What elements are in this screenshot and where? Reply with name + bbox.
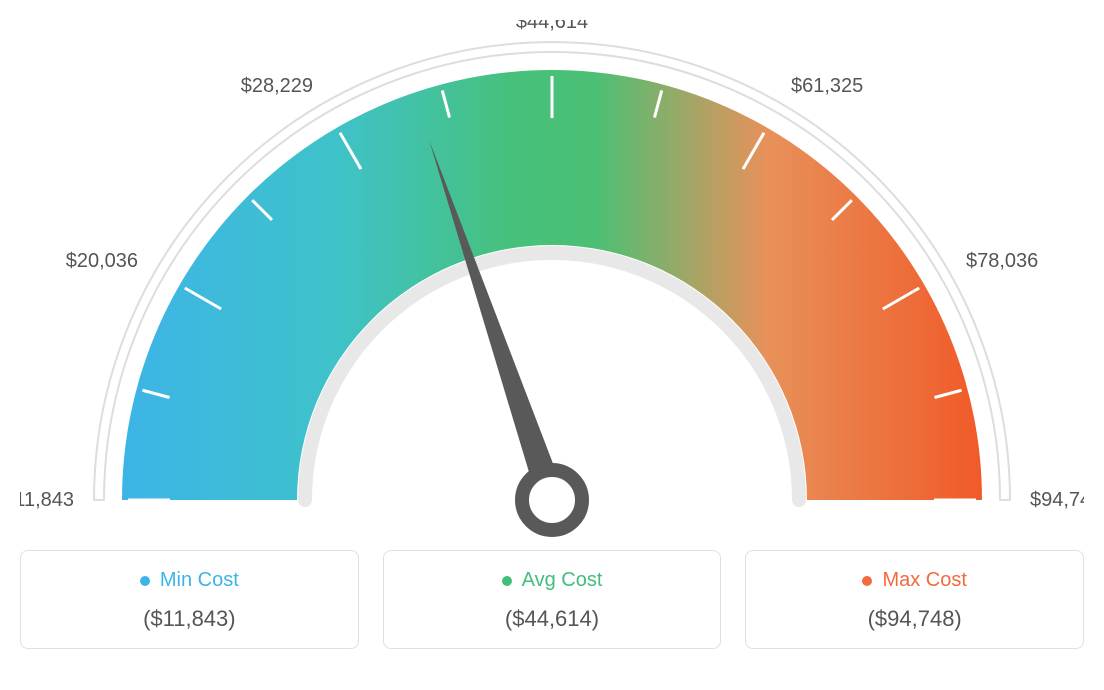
gauge-tick-label: $78,036 (966, 250, 1038, 272)
dot-icon (502, 576, 512, 586)
gauge-tick-label: $11,843 (20, 489, 74, 511)
legend-title-text: Max Cost (882, 569, 966, 592)
legend-value: ($11,843) (31, 606, 348, 632)
legend-title: Max Cost (862, 569, 966, 592)
gauge-tick-label: $20,036 (66, 250, 138, 272)
gauge-chart: $11,843 $20,036 $28,229 $44,614 $61,325 $78,0… (20, 20, 1084, 540)
gauge-cost-widget: $11,843 $20,036 $28,229 $44,614 $61,325 $78,0… (20, 20, 1084, 649)
gauge-tick-label: $44,614 (516, 20, 588, 33)
legend-card-min: Min Cost ($11,843) (20, 550, 359, 649)
legend-card-max: Max Cost ($94,748) (745, 550, 1084, 649)
dot-icon (862, 576, 872, 586)
dot-icon (140, 576, 150, 586)
gauge-tick-label: $94,748 (1030, 489, 1084, 511)
gauge-tick-label: $28,229 (241, 75, 313, 97)
legend-value: ($94,748) (756, 606, 1073, 632)
legend-value: ($44,614) (394, 606, 711, 632)
legend-title-text: Avg Cost (522, 569, 603, 592)
legend-title: Min Cost (140, 569, 239, 592)
legend-title: Avg Cost (502, 569, 603, 592)
legend-title-text: Min Cost (160, 569, 239, 592)
legend-row: Min Cost ($11,843) Avg Cost ($44,614) Ma… (20, 550, 1084, 649)
gauge-tick-label: $61,325 (791, 75, 863, 97)
legend-card-avg: Avg Cost ($44,614) (383, 550, 722, 649)
